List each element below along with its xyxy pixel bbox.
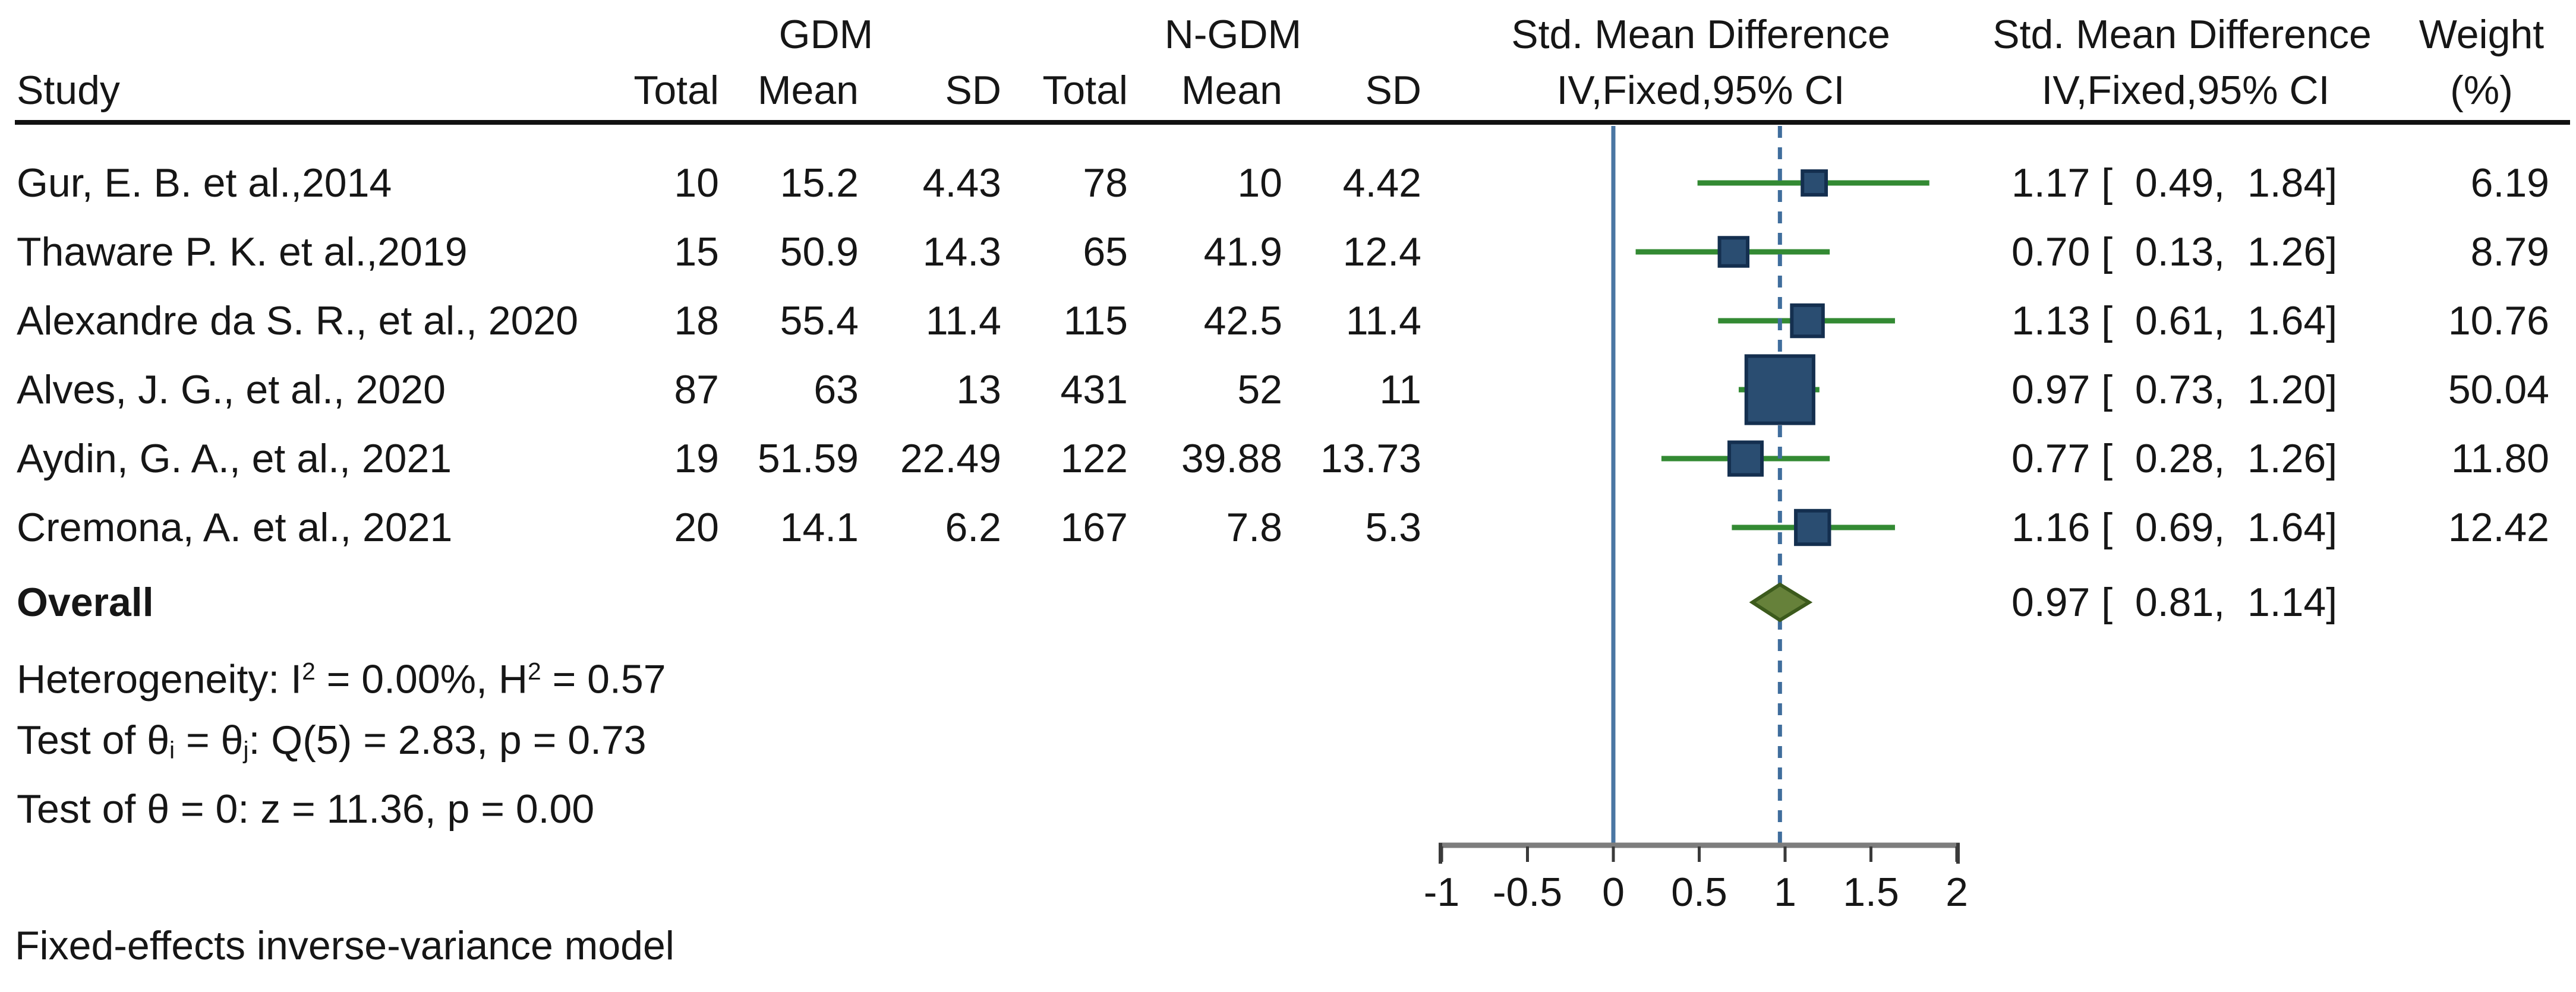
x-axis-tick-label: -1 (1423, 870, 1460, 915)
study-value-cell: 167 (1060, 505, 1128, 550)
x-axis-tick-label: 0.5 (1671, 870, 1727, 915)
study-value-cell: 63 (814, 367, 859, 412)
study-weight-cell: 12.42 (2448, 505, 2549, 550)
study-value-cell: 122 (1060, 436, 1128, 481)
weight-pct-subheader: (%) (2450, 68, 2513, 113)
study-value-cell: 55.4 (780, 298, 859, 343)
study-weight-cell: 10.76 (2448, 298, 2549, 343)
x-axis-tick-label: 0 (1602, 870, 1625, 915)
study-ci-cell: 1.13 [ 0.61, 1.64] (2011, 298, 2338, 343)
study-name-cell: Alexandre da S. R., et al., 2020 (17, 298, 579, 343)
study-ci-cell: 1.16 [ 0.69, 1.64] (2011, 505, 2338, 550)
study-value-cell: 5.3 (1365, 505, 1421, 550)
study-name-cell: Aydin, G. A., et al., 2021 (17, 436, 452, 481)
study-value-cell: 12.4 (1342, 229, 1421, 274)
study-value-cell: 11.4 (1345, 298, 1421, 343)
study-weight-cell: 11.80 (2451, 436, 2549, 481)
subscript: i (169, 736, 175, 764)
ngdm-sd-header: SD (1365, 68, 1421, 113)
x-axis-tick-label: -0.5 (1492, 870, 1563, 915)
study-ci-cell: 1.17 [ 0.49, 1.84] (2011, 160, 2338, 206)
smd-plot-subheader: IV,Fixed,95% CI (1556, 68, 1845, 113)
ngdm-group-header: N-GDM (1164, 12, 1302, 57)
study-value-cell: 14.1 (780, 505, 859, 550)
gdm-sd-header: SD (945, 68, 1001, 113)
study-value-cell: 52 (1237, 367, 1282, 412)
ngdm-mean-header: Mean (1181, 68, 1282, 113)
study-value-cell: 431 (1060, 367, 1128, 412)
study-value-cell: 41.9 (1203, 229, 1282, 274)
study-column-header: Study (17, 68, 120, 113)
effect-square-marker (1727, 440, 1764, 477)
effect-square-marker (1790, 303, 1825, 339)
subscript: j (243, 736, 249, 764)
study-value-cell: 4.43 (922, 160, 1001, 206)
study-value-cell: 19 (674, 436, 719, 481)
study-value-cell: 115 (1063, 298, 1128, 343)
study-weight-cell: 6.19 (2470, 160, 2549, 206)
study-value-cell: 42.5 (1203, 298, 1282, 343)
study-ci-cell: 0.77 [ 0.28, 1.26] (2011, 436, 2338, 481)
study-value-cell: 10 (674, 160, 719, 206)
smd-text-subheader: IV,Fixed,95% CI (2041, 68, 2330, 113)
smd-plot-header: Std. Mean Difference (1511, 12, 1890, 57)
study-value-cell: 18 (674, 298, 719, 343)
study-value-cell: 65 (1083, 229, 1128, 274)
study-value-cell: 6.2 (945, 505, 1001, 550)
test-theta-eq-stat: Test of θi = θj: Q(5) = 2.83, p = 0.73 (17, 718, 647, 764)
smd-text-header: Std. Mean Difference (1992, 12, 2372, 57)
effect-square-marker (1801, 169, 1828, 197)
ngdm-total-header: Total (1042, 68, 1128, 113)
gdm-group-header: GDM (778, 12, 874, 57)
study-value-cell: 22.49 (900, 436, 1001, 481)
superscript: 2 (527, 658, 541, 685)
study-value-cell: 13.73 (1320, 436, 1421, 481)
study-value-cell: 13 (956, 367, 1001, 412)
weight-header: Weight (2419, 12, 2545, 57)
effect-square-marker (1744, 354, 1815, 425)
study-name-cell: Alves, J. G., et al., 2020 (17, 367, 446, 412)
study-value-cell: 15 (674, 229, 719, 274)
overall-diamond-marker (1749, 582, 1813, 623)
x-axis-tick-label: 2 (1946, 870, 1968, 915)
study-value-cell: 39.88 (1181, 436, 1282, 481)
study-value-cell: 11 (1379, 367, 1421, 412)
study-name-cell: Thaware P. K. et al.,2019 (17, 229, 468, 274)
study-name-cell: Cremona, A. et al., 2021 (17, 505, 453, 550)
study-ci-cell: 0.70 [ 0.13, 1.26] (2011, 229, 2338, 274)
study-value-cell: 78 (1083, 160, 1128, 206)
study-value-cell: 15.2 (780, 160, 859, 206)
study-value-cell: 10 (1237, 160, 1282, 206)
study-value-cell: 50.9 (780, 229, 859, 274)
study-name-cell: Gur, E. B. et al.,2014 (17, 160, 392, 206)
superscript: 2 (302, 658, 316, 685)
test-theta-zero-stat: Test of θ = 0: z = 11.36, p = 0.00 (17, 786, 595, 832)
x-axis-tick-label: 1.5 (1843, 870, 1899, 915)
study-value-cell: 4.42 (1342, 160, 1421, 206)
gdm-mean-header: Mean (757, 68, 859, 113)
study-weight-cell: 50.04 (2448, 367, 2549, 412)
study-value-cell: 20 (674, 505, 719, 550)
gdm-total-header: Total (633, 68, 719, 113)
study-value-cell: 11.4 (925, 298, 1001, 343)
effect-square-marker (1794, 508, 1831, 546)
study-value-cell: 14.3 (922, 229, 1001, 274)
effect-square-marker (1717, 236, 1750, 268)
overall-label: Overall (17, 580, 154, 625)
study-ci-cell: 0.97 [ 0.73, 1.20] (2011, 367, 2338, 412)
model-footnote: Fixed-effects inverse-variance model (15, 923, 674, 968)
study-weight-cell: 8.79 (2470, 229, 2549, 274)
study-value-cell: 51.59 (757, 436, 859, 481)
overall-ci-value: 0.97 [ 0.81, 1.14] (2011, 580, 2338, 625)
x-axis-tick-label: 1 (1774, 870, 1796, 915)
study-value-cell: 87 (674, 367, 719, 412)
header-rule (15, 120, 2570, 125)
study-value-cell: 7.8 (1226, 505, 1282, 550)
